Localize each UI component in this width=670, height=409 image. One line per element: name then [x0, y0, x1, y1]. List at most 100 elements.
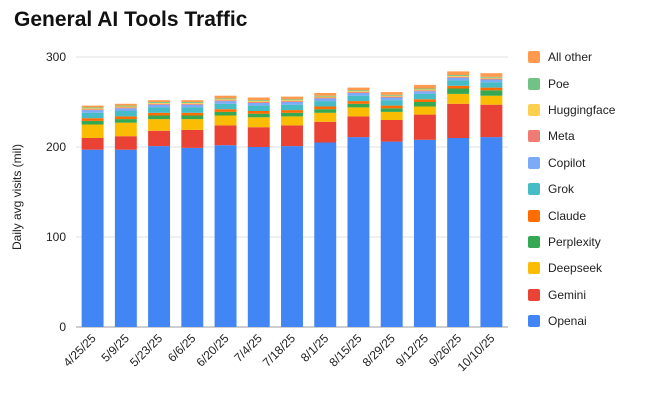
bar-segment	[81, 112, 104, 119]
bar-segment	[148, 102, 171, 103]
bar-segment	[214, 99, 237, 101]
y-tick-label: 200	[46, 140, 66, 154]
bar-segment	[413, 99, 436, 102]
bar-segment	[281, 99, 303, 101]
x-tick-label: 7/18/25	[260, 331, 298, 369]
bar-segment	[413, 90, 436, 92]
bar-segment	[347, 101, 370, 104]
bar-segment	[281, 102, 303, 105]
bar-segment	[347, 95, 370, 102]
bar-segment	[347, 103, 370, 108]
bar-segment	[181, 104, 204, 108]
bar-segment	[148, 102, 171, 104]
bar-segment	[247, 113, 270, 118]
bar-segment	[214, 109, 237, 112]
bar-segment	[314, 95, 337, 97]
chart-title: General AI Tools Traffic	[14, 8, 248, 31]
legend-label: Grok	[548, 182, 575, 197]
bar-segment	[114, 103, 137, 106]
bar-segment	[247, 105, 270, 111]
bar-segment	[314, 142, 337, 327]
bar-segment	[181, 107, 204, 113]
bar-segment	[380, 108, 403, 112]
bar-segment	[447, 88, 470, 94]
bar-segment	[380, 94, 403, 96]
legend-swatch	[528, 235, 540, 248]
bar-segment	[314, 121, 337, 143]
bar-segment	[413, 114, 436, 140]
bar-segment	[413, 84, 436, 89]
legend-swatch	[528, 288, 540, 301]
bar-segment	[247, 147, 270, 327]
bar-segment	[81, 109, 104, 111]
bar-segment	[380, 111, 403, 120]
bar-segment	[413, 93, 436, 100]
bar-segment	[214, 145, 237, 327]
bar-segment	[413, 88, 436, 90]
bar-segment	[281, 112, 303, 117]
x-tick-label: 10/10/25	[455, 331, 498, 374]
bar-segment	[181, 100, 204, 102]
bar-segment	[281, 101, 303, 102]
bar-segment	[81, 118, 104, 121]
bar-segment	[447, 103, 470, 138]
bar-segment	[81, 107, 104, 109]
y-tick-label: 300	[46, 50, 66, 64]
legend-item: Openai	[528, 308, 668, 334]
bar-segment	[447, 77, 470, 81]
bar-segment	[314, 109, 337, 113]
legend-label: Deepseek	[548, 261, 603, 276]
bar-segment	[114, 116, 137, 120]
bar-segment	[114, 106, 137, 108]
bar-segment	[181, 102, 204, 103]
bar-segment	[214, 103, 237, 110]
bar-segment	[347, 93, 370, 96]
legend-label: All other	[548, 50, 593, 65]
bar-segment	[247, 117, 270, 128]
bar-segment	[281, 146, 303, 327]
bar-segment	[148, 103, 171, 105]
bar-segment	[181, 129, 204, 148]
bar-segment	[480, 73, 503, 77]
x-tick-label: 9/12/25	[393, 331, 431, 369]
bar-segment	[281, 110, 303, 113]
bar-segment	[114, 136, 137, 150]
bar-segment	[447, 71, 470, 75]
legend-label: Huggingface	[548, 102, 616, 117]
bar-segment	[247, 102, 270, 103]
bar-segment	[380, 92, 403, 95]
bar-segment	[281, 96, 303, 100]
bar-segment	[447, 80, 470, 86]
bar-segment	[480, 95, 503, 105]
legend-swatch	[528, 262, 540, 275]
bar-segment	[148, 112, 171, 116]
bar-segment	[114, 111, 137, 117]
bar-segment	[214, 125, 237, 146]
bar-segment	[314, 93, 337, 96]
bar-segment	[314, 112, 337, 122]
bar-segment	[347, 137, 370, 327]
legend-item: Perplexity	[528, 229, 668, 255]
chart-legend: All other Poe Huggingface Meta Copilot Grok Cl…	[528, 44, 668, 334]
legend-label: Meta	[548, 129, 575, 144]
bar-segment	[380, 141, 403, 327]
legend-swatch	[528, 103, 540, 116]
bar-segment	[480, 77, 503, 79]
bar-segment	[281, 104, 303, 111]
bar-segment	[281, 125, 303, 147]
legend-item: Poe	[528, 70, 668, 96]
bar-segment	[214, 95, 237, 99]
bar-segment	[114, 119, 137, 123]
bar-segment	[148, 115, 171, 120]
bar-segment	[247, 97, 270, 101]
bar-segment	[314, 106, 337, 110]
bar-segment	[81, 138, 104, 150]
bar-segment	[247, 101, 270, 102]
legend-swatch	[528, 51, 540, 64]
bar-segment	[214, 111, 237, 116]
legend-label: Gemini	[548, 287, 587, 302]
bar-segment	[380, 95, 403, 97]
bar-segment	[181, 103, 204, 105]
y-axis-title: Daily avg visits (mil)	[10, 144, 24, 250]
